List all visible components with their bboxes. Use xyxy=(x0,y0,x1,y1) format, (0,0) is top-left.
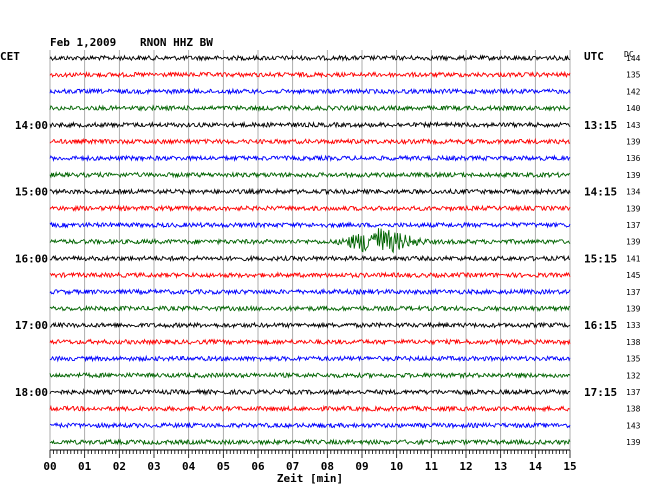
x-tick-label: 10 xyxy=(390,460,403,473)
trace-row-7 xyxy=(49,170,571,179)
trace-row-15 xyxy=(49,304,571,313)
x-tick-label: 14 xyxy=(529,460,543,473)
plot-grid xyxy=(49,50,571,450)
dc-value: 139 xyxy=(626,171,641,180)
trace-row-22 xyxy=(49,421,571,430)
x-tick-label: 04 xyxy=(182,460,196,473)
trace-row-14 xyxy=(49,287,571,296)
right-hour-label: 14:15 xyxy=(584,186,617,199)
left-hour-label: 15:00 xyxy=(15,186,48,199)
left-hour-label: 17:00 xyxy=(15,319,48,332)
dc-value: 139 xyxy=(626,305,641,314)
left-hour-label: 16:00 xyxy=(15,252,48,265)
x-tick-label: 08 xyxy=(321,460,334,473)
station-label: RNON HHZ BW xyxy=(140,36,213,49)
dc-value: 137 xyxy=(626,221,641,230)
trace-row-23 xyxy=(49,438,571,446)
x-tick-label: 13 xyxy=(494,460,507,473)
right-hour-label: 17:15 xyxy=(584,386,617,399)
dc-value: 134 xyxy=(626,188,641,197)
x-tick-label: 07 xyxy=(286,460,299,473)
dc-value: 139 xyxy=(626,238,641,247)
trace-row-10 xyxy=(49,221,571,229)
dc-value: 143 xyxy=(626,121,641,130)
trace-row-19 xyxy=(49,371,571,380)
dc-value: 138 xyxy=(626,338,641,347)
x-tick-label: 12 xyxy=(459,460,472,473)
x-tick-label: 02 xyxy=(113,460,126,473)
trace-row-5 xyxy=(49,137,571,146)
x-axis-label: Zeit [min] xyxy=(277,472,343,485)
x-tick-label: 06 xyxy=(251,460,265,473)
x-tick-label: 05 xyxy=(217,460,230,473)
trace-row-3 xyxy=(49,104,571,112)
dc-label: DC xyxy=(624,50,634,59)
trace-row-9 xyxy=(49,204,571,213)
date-label: Feb 1,2009 xyxy=(50,36,116,49)
dc-value: 137 xyxy=(626,288,641,297)
trace-row-0 xyxy=(49,54,571,62)
dc-value: 144 xyxy=(626,54,641,63)
dc-value: 139 xyxy=(626,138,641,147)
dc-value: 136 xyxy=(626,154,641,163)
trace-row-18 xyxy=(49,354,571,363)
x-axis: 00 01 02 03 04 05 06 07 08 09 10 11 12 13 14 15 xyxy=(43,449,577,473)
trace-row-1 xyxy=(49,70,571,79)
left-hour-labels: 14:00 15:00 16:00 17:00 18:00 xyxy=(15,119,48,399)
left-hour-label: 18:00 xyxy=(15,386,48,399)
trace-row-20 xyxy=(49,388,570,396)
trace-row-13 xyxy=(49,271,571,279)
trace-row-2 xyxy=(49,87,571,96)
right-zone-label: UTC xyxy=(584,50,604,63)
left-hour-label: 14:00 xyxy=(15,119,48,132)
right-hour-label: 16:15 xyxy=(584,319,617,332)
trace-row-12 xyxy=(49,254,571,263)
dc-value: 133 xyxy=(626,321,641,330)
dc-value: 139 xyxy=(626,438,641,447)
x-tick-label: 00 xyxy=(43,460,56,473)
right-hour-label: 15:15 xyxy=(584,252,617,265)
trace-row-11 xyxy=(49,228,571,254)
dc-value: 138 xyxy=(626,405,641,414)
dc-value: 139 xyxy=(626,204,641,213)
dc-value: 135 xyxy=(626,355,641,364)
left-zone-label: CET xyxy=(0,50,20,63)
dc-value: 132 xyxy=(626,371,641,380)
dc-value: 140 xyxy=(626,104,641,113)
x-tick-label: 11 xyxy=(425,460,439,473)
dc-value: 141 xyxy=(626,254,641,263)
trace-row-17 xyxy=(49,337,571,346)
x-tick-label: 03 xyxy=(147,460,160,473)
trace-row-4 xyxy=(49,120,571,129)
right-hour-label: 13:15 xyxy=(584,119,617,132)
dc-value: 135 xyxy=(626,71,641,80)
dc-value: 143 xyxy=(626,421,641,430)
trace-row-8 xyxy=(49,187,571,196)
dc-value: 142 xyxy=(626,87,641,96)
right-hour-labels: 13:15 14:15 15:15 16:15 17:15 xyxy=(584,119,617,399)
dc-value: 145 xyxy=(626,271,641,280)
trace-row-21 xyxy=(49,404,571,413)
trace-row-16 xyxy=(49,321,571,329)
x-tick-label: 01 xyxy=(78,460,92,473)
x-tick-label: 09 xyxy=(355,460,368,473)
trace-row-6 xyxy=(49,154,571,163)
x-tick-label: 15 xyxy=(563,460,576,473)
trace-group xyxy=(49,54,571,446)
dc-value: 137 xyxy=(626,388,641,397)
dc-value-labels: 144 135 142 140 143 139 136 139 134 139 137 139 141 1… xyxy=(626,54,641,447)
